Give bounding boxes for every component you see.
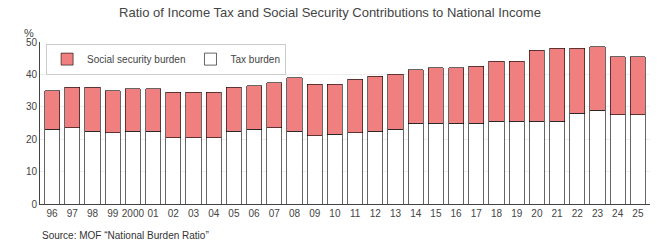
svg-text:10: 10 bbox=[26, 166, 38, 177]
svg-text:16: 16 bbox=[451, 208, 463, 219]
svg-text:40: 40 bbox=[26, 69, 38, 80]
svg-text:17: 17 bbox=[471, 208, 483, 219]
svg-text:Ratio of Income Tax and Social: Ratio of Income Tax and Social Security … bbox=[119, 5, 541, 20]
svg-text:12: 12 bbox=[370, 208, 382, 219]
svg-text:01: 01 bbox=[148, 208, 160, 219]
svg-text:24: 24 bbox=[612, 208, 624, 219]
svg-text:2000: 2000 bbox=[122, 208, 145, 219]
svg-text:03: 03 bbox=[188, 208, 200, 219]
svg-text:09: 09 bbox=[309, 208, 321, 219]
svg-text:14: 14 bbox=[410, 208, 422, 219]
svg-text:Source: MOF “National Burden R: Source: MOF “National Burden Ratio” bbox=[42, 230, 209, 241]
svg-text:96: 96 bbox=[47, 208, 59, 219]
svg-text:97: 97 bbox=[67, 208, 79, 219]
svg-text:99: 99 bbox=[107, 208, 119, 219]
svg-text:13: 13 bbox=[390, 208, 402, 219]
svg-text:21: 21 bbox=[552, 208, 564, 219]
svg-text:06: 06 bbox=[249, 208, 261, 219]
svg-text:19: 19 bbox=[511, 208, 523, 219]
svg-text:%: % bbox=[24, 27, 34, 39]
svg-text:98: 98 bbox=[87, 208, 99, 219]
svg-text:25: 25 bbox=[632, 208, 644, 219]
svg-text:11: 11 bbox=[350, 208, 361, 219]
svg-text:07: 07 bbox=[269, 208, 281, 219]
svg-text:20: 20 bbox=[531, 208, 543, 219]
svg-text:10: 10 bbox=[329, 208, 341, 219]
svg-text:20: 20 bbox=[26, 134, 38, 145]
svg-text:04: 04 bbox=[208, 208, 220, 219]
svg-text:08: 08 bbox=[289, 208, 301, 219]
svg-text:05: 05 bbox=[228, 208, 240, 219]
svg-text:Social security burden: Social security burden bbox=[87, 54, 185, 65]
svg-text:Tax burden: Tax burden bbox=[230, 54, 279, 65]
svg-text:18: 18 bbox=[491, 208, 503, 219]
svg-text:50: 50 bbox=[26, 37, 38, 48]
svg-text:15: 15 bbox=[430, 208, 442, 219]
svg-text:02: 02 bbox=[168, 208, 180, 219]
svg-text:23: 23 bbox=[592, 208, 604, 219]
svg-text:30: 30 bbox=[26, 101, 38, 112]
svg-text:22: 22 bbox=[572, 208, 584, 219]
svg-text:0: 0 bbox=[31, 199, 37, 210]
